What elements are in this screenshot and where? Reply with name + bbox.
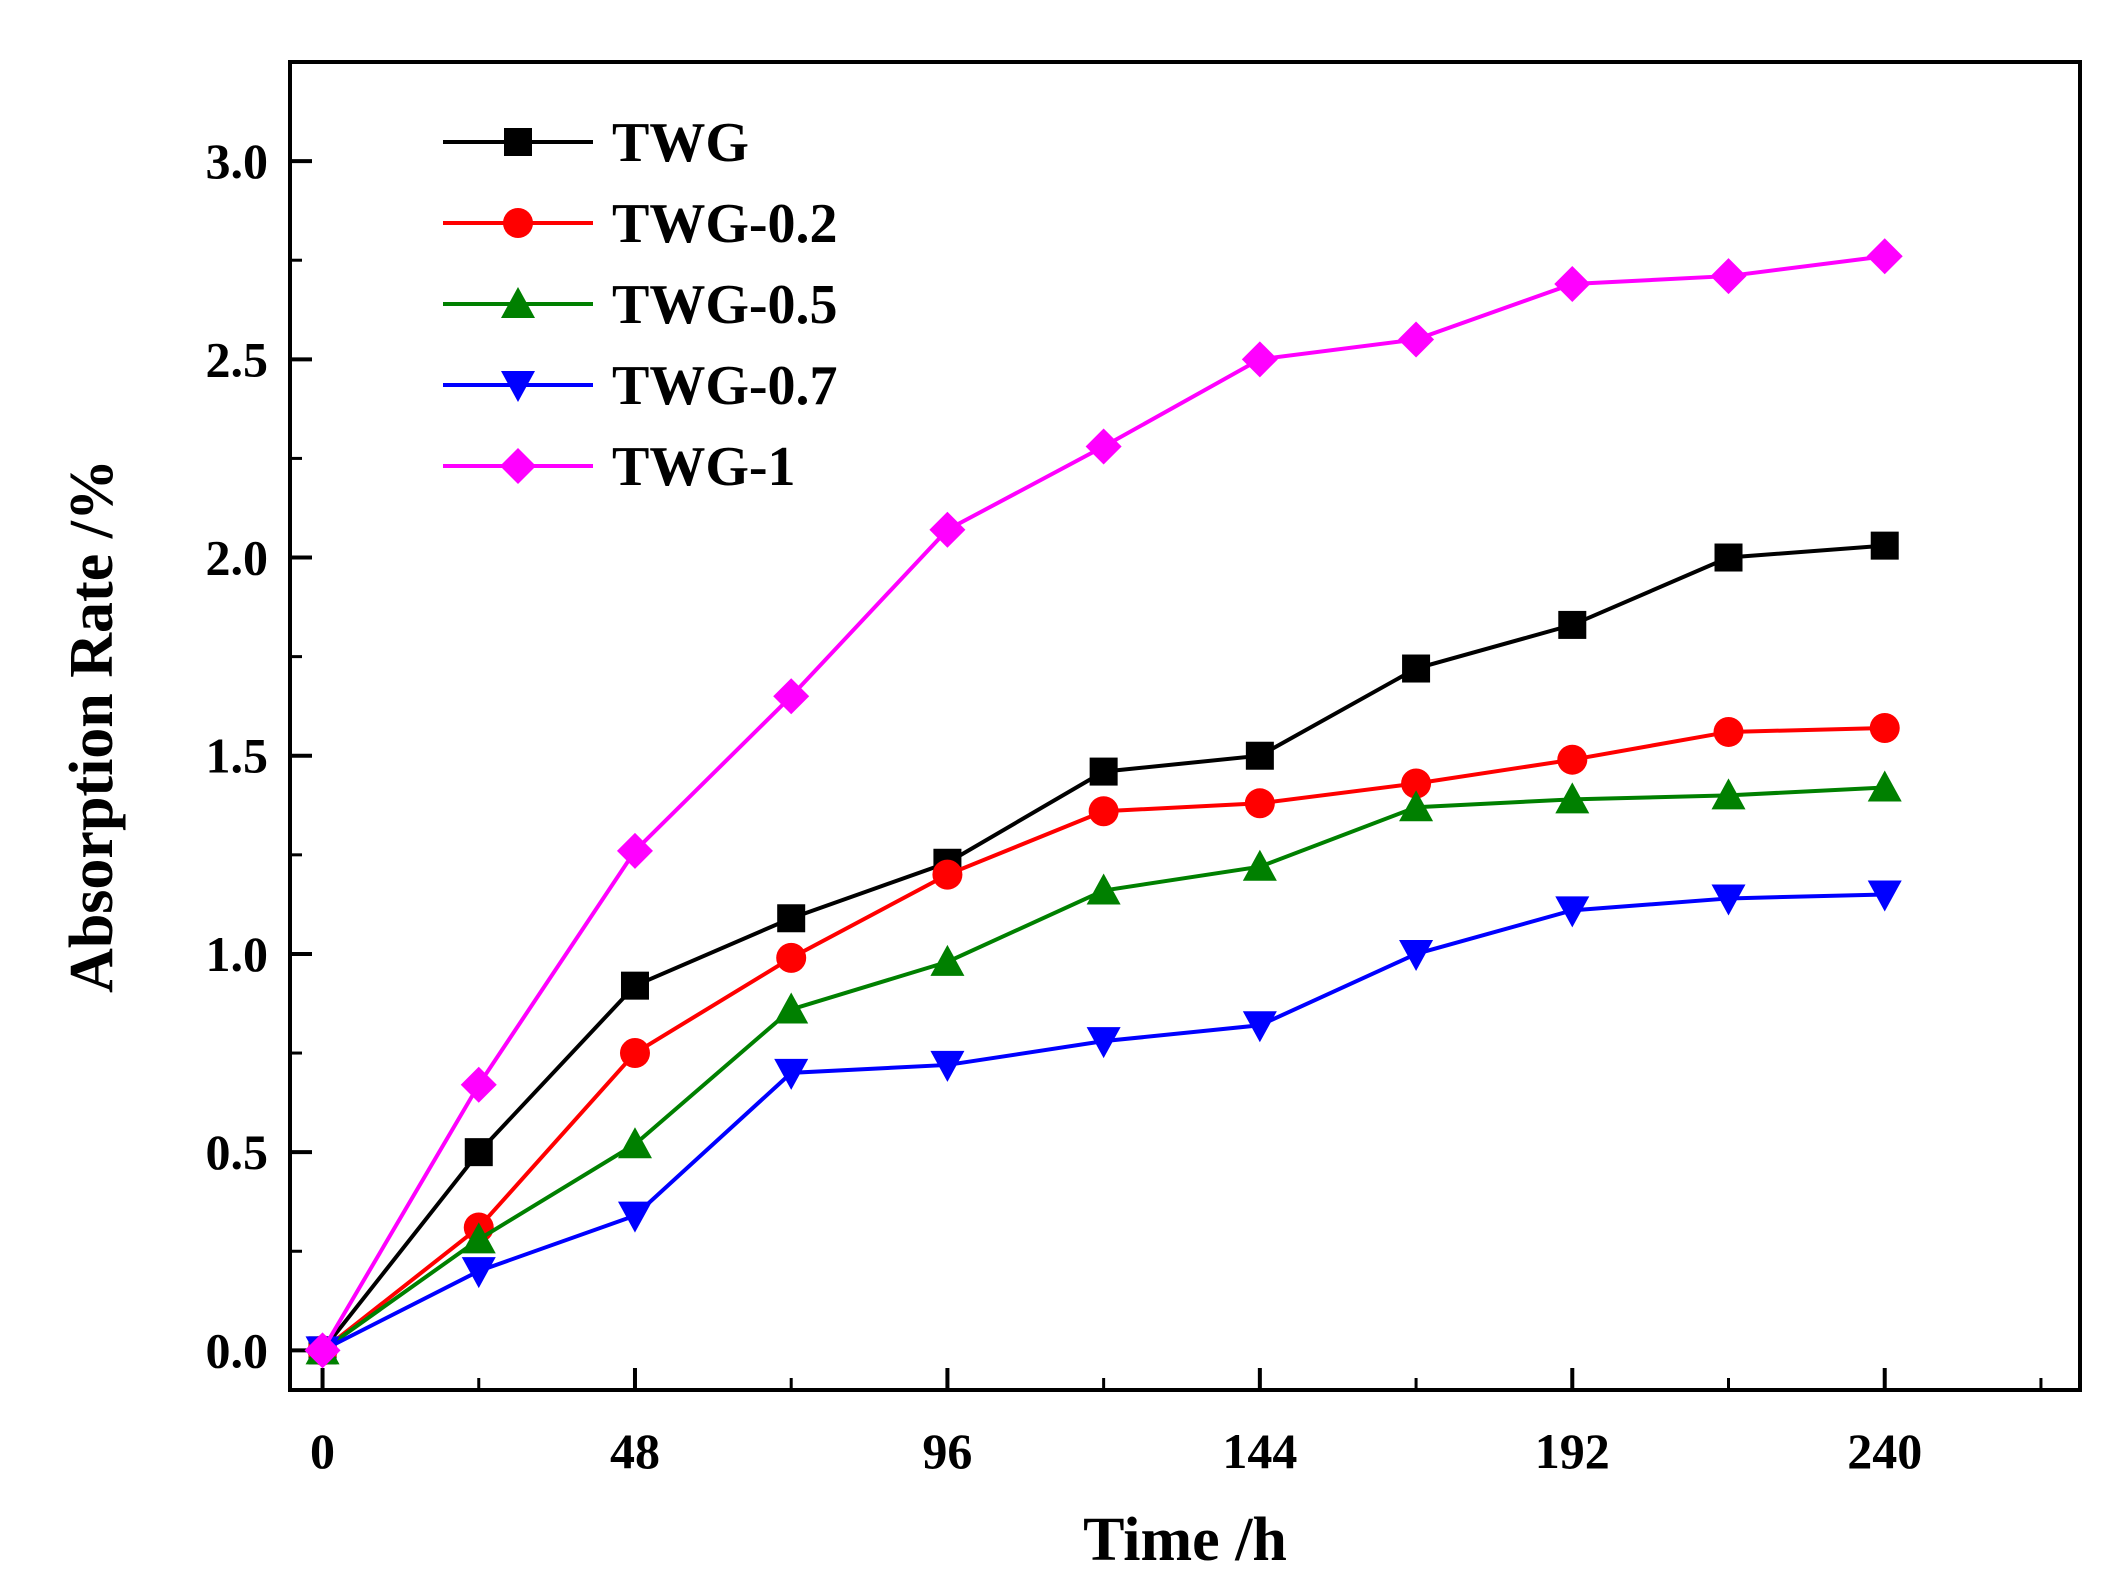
legend-marker <box>504 128 532 156</box>
legend-entry: TWG-0.5 <box>443 274 838 336</box>
data-point <box>1086 873 1121 905</box>
legend-label: TWG-1 <box>612 436 796 498</box>
data-point <box>304 1332 341 1369</box>
data-point <box>929 511 966 548</box>
data-point <box>1558 610 1587 639</box>
x-tick-label: 96 <box>922 1423 972 1479</box>
data-point <box>1867 880 1902 912</box>
legend: TWG TWG-0.2 TWG-0.5 TWG-0.7 TWG-1 <box>443 112 838 498</box>
series-twg-0-5 <box>305 770 1902 1365</box>
data-point <box>1398 321 1435 358</box>
data-point <box>930 1050 965 1082</box>
y-tick-label: 2.0 <box>206 530 269 586</box>
legend-marker <box>500 448 536 484</box>
legend-entry: TWG-0.2 <box>443 193 838 255</box>
data-point <box>1086 1027 1121 1059</box>
series-twg-1 <box>304 238 1903 1369</box>
x-tick-label: 48 <box>610 1423 660 1479</box>
legend-marker <box>501 287 535 318</box>
plot-frame <box>288 60 2082 1392</box>
x-tick-label: 192 <box>1535 1423 1610 1479</box>
data-point <box>1555 896 1590 928</box>
y-tick-label: 0.0 <box>206 1322 269 1378</box>
data-point <box>617 1201 652 1233</box>
data-point <box>773 678 810 715</box>
data-point <box>1870 531 1899 560</box>
series-line <box>320 543 1885 1352</box>
y-tick-label: 3.0 <box>206 133 269 189</box>
data-point <box>461 1257 496 1289</box>
data-point <box>1711 778 1746 810</box>
x-axis-title: Time /h <box>1083 1506 1287 1574</box>
data-point <box>774 1058 809 1090</box>
data-point <box>1867 770 1902 802</box>
legend-label: TWG-0.7 <box>612 355 838 417</box>
axis-ticks <box>290 159 2043 1390</box>
data-point <box>1399 939 1434 971</box>
series-twg <box>308 531 1899 1365</box>
data-point <box>1085 428 1122 465</box>
legend-label: TWG-0.5 <box>612 274 838 336</box>
data-point <box>616 832 653 869</box>
data-point <box>1555 782 1590 814</box>
data-point <box>619 1038 650 1069</box>
y-tick-label: 1.5 <box>206 728 269 784</box>
series-layer <box>304 238 1903 1369</box>
data-point <box>1714 543 1743 572</box>
data-point <box>774 992 809 1024</box>
x-tick-label: 144 <box>1222 1423 1297 1479</box>
legend-label: TWG-0.2 <box>612 193 838 255</box>
data-point <box>620 971 649 1000</box>
legend-entry: TWG-1 <box>443 436 796 498</box>
legend-marker <box>501 371 535 402</box>
data-point <box>617 1127 652 1159</box>
x-tick-label: 240 <box>1847 1423 1922 1479</box>
data-point <box>1713 716 1744 747</box>
data-point <box>1866 238 1903 275</box>
data-point <box>1399 790 1434 822</box>
data-point <box>461 1222 496 1254</box>
legend-entry: TWG <box>443 112 749 174</box>
data-point <box>1242 849 1277 881</box>
data-point <box>932 859 963 890</box>
data-point <box>1244 788 1275 819</box>
data-point <box>1242 1011 1277 1043</box>
y-tick-label: 0.5 <box>206 1124 269 1180</box>
data-point <box>1088 796 1119 827</box>
data-point <box>464 1138 493 1167</box>
data-point <box>1241 341 1278 378</box>
data-point <box>776 942 807 973</box>
series-twg-0-7 <box>305 880 1902 1368</box>
data-point <box>1245 741 1274 770</box>
legend-marker <box>503 208 533 238</box>
data-point <box>1711 884 1746 916</box>
data-point <box>1710 258 1747 295</box>
y-axis-title: Absorption Rate /% <box>58 459 126 993</box>
data-point <box>460 1066 497 1103</box>
data-point <box>930 944 965 976</box>
data-point <box>1557 744 1588 775</box>
y-tick-label: 1.0 <box>206 926 269 982</box>
y-tick-label: 2.5 <box>206 331 269 387</box>
tick-labels: 0 48 96 144 192 240 0.0 0.5 1.0 1.5 2.0 2.5 3.0 <box>206 133 1923 1479</box>
x-tick-label: 0 <box>310 1423 335 1479</box>
data-point <box>1089 757 1118 786</box>
data-point <box>777 904 806 933</box>
legend-label: TWG <box>612 112 749 174</box>
legend-entry: TWG-0.7 <box>443 355 838 417</box>
series-line <box>321 892 1885 1353</box>
data-point <box>1554 265 1591 302</box>
data-point <box>1869 712 1900 743</box>
data-point <box>1402 654 1431 683</box>
data-point <box>1401 768 1432 799</box>
